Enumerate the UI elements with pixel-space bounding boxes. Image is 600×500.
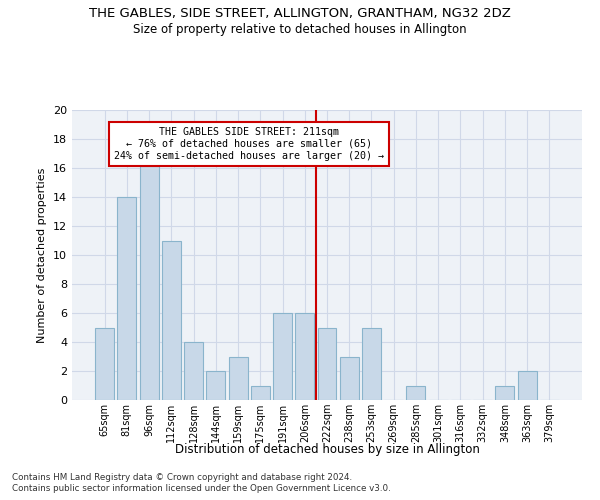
Text: THE GABLES SIDE STREET: 211sqm
← 76% of detached houses are smaller (65)
24% of : THE GABLES SIDE STREET: 211sqm ← 76% of … bbox=[114, 128, 384, 160]
Bar bbox=[340, 356, 359, 400]
Bar bbox=[140, 154, 158, 400]
Y-axis label: Number of detached properties: Number of detached properties bbox=[37, 168, 47, 342]
Bar bbox=[251, 386, 270, 400]
Bar bbox=[295, 313, 314, 400]
Bar bbox=[162, 240, 181, 400]
Text: Distribution of detached houses by size in Allington: Distribution of detached houses by size … bbox=[175, 442, 479, 456]
Text: Contains HM Land Registry data © Crown copyright and database right 2024.: Contains HM Land Registry data © Crown c… bbox=[12, 472, 352, 482]
Text: Contains public sector information licensed under the Open Government Licence v3: Contains public sector information licen… bbox=[12, 484, 391, 493]
Bar bbox=[229, 356, 248, 400]
Bar bbox=[406, 386, 425, 400]
Bar bbox=[518, 371, 536, 400]
Bar bbox=[496, 386, 514, 400]
Bar bbox=[362, 328, 381, 400]
Bar bbox=[95, 328, 114, 400]
Text: THE GABLES, SIDE STREET, ALLINGTON, GRANTHAM, NG32 2DZ: THE GABLES, SIDE STREET, ALLINGTON, GRAN… bbox=[89, 8, 511, 20]
Bar bbox=[184, 342, 203, 400]
Bar bbox=[317, 328, 337, 400]
Bar bbox=[118, 197, 136, 400]
Text: Size of property relative to detached houses in Allington: Size of property relative to detached ho… bbox=[133, 22, 467, 36]
Bar bbox=[206, 371, 225, 400]
Bar bbox=[273, 313, 292, 400]
